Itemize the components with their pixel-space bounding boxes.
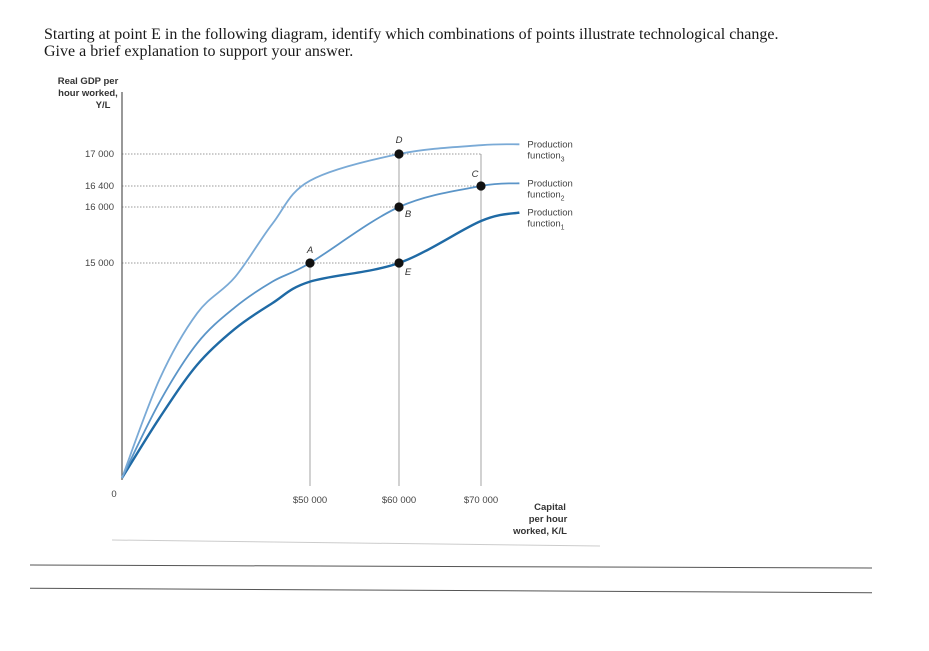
point-label-D: D xyxy=(396,135,403,146)
production-function-chart: Production function1 Production function2 Pr… xyxy=(58,76,601,547)
point-D xyxy=(394,149,404,159)
x-axis-label-line-3: worked, K/L xyxy=(512,526,567,537)
points-layer xyxy=(305,149,486,268)
labels-layer: Production function1 Production function2 Pr… xyxy=(58,76,573,537)
x-axis-label-line-1: Capital xyxy=(534,502,566,513)
point-E xyxy=(394,258,404,268)
origin-label: 0 xyxy=(111,489,116,500)
y-axis-label-line-3: Y/L xyxy=(96,100,111,111)
series-layer xyxy=(120,143,520,479)
question-text: Starting at point E in the following dia… xyxy=(44,26,914,60)
point-A xyxy=(305,258,315,268)
answer-line-2[interactable] xyxy=(30,587,872,594)
point-label-A: A xyxy=(306,245,313,256)
series-label-1: Production function1 xyxy=(527,208,572,232)
point-B xyxy=(394,202,404,212)
series-label-3: Production function3 xyxy=(527,139,572,163)
series-line-3 xyxy=(121,143,520,479)
y-axis-label-line-1: Real GDP per xyxy=(58,76,119,87)
x-baseline xyxy=(111,539,601,547)
series-line-1 xyxy=(120,211,520,479)
y-tick-16000: 16 000 xyxy=(85,202,114,213)
series-line-2 xyxy=(121,182,520,479)
point-label-B: B xyxy=(405,209,412,220)
y-tick-17000: 17 000 xyxy=(85,149,114,160)
question-line-2: Give a brief explanation to support your… xyxy=(44,43,354,60)
x-axis-label-line-2: per hour xyxy=(529,514,568,525)
point-label-E: E xyxy=(405,267,412,278)
answer-line-1[interactable] xyxy=(30,564,872,569)
x-tick-70000: $70 000 xyxy=(464,495,498,506)
x-tick-60000: $60 000 xyxy=(382,495,416,506)
x-tick-50000: $50 000 xyxy=(293,495,327,506)
chart-axes xyxy=(111,92,601,547)
y-tick-16400: 16 400 xyxy=(85,181,114,192)
y-tick-15000: 15 000 xyxy=(85,258,114,269)
point-label-C: C xyxy=(472,169,479,180)
y-axis-label-line-2: hour worked, xyxy=(58,88,118,99)
point-C xyxy=(476,181,486,191)
series-label-2: Production function2 xyxy=(527,178,572,202)
guide-lines xyxy=(122,153,482,486)
question-line-1: Starting at point E in the following dia… xyxy=(44,26,779,43)
